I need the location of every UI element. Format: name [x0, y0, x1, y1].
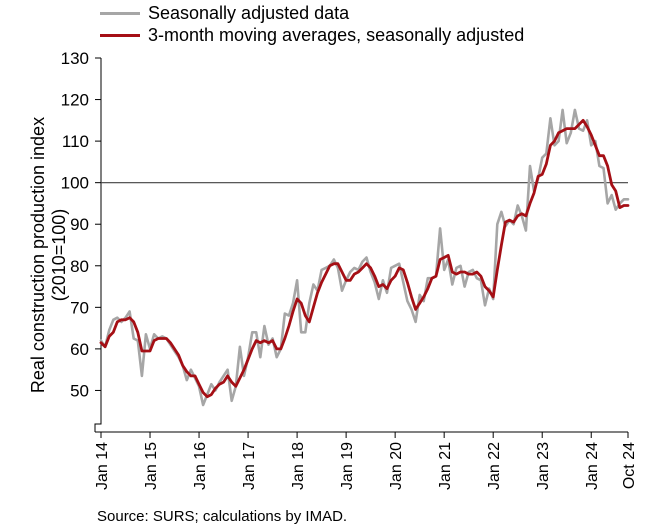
x-tick-label: Jan 16	[192, 442, 209, 490]
x-tick-label: Jan 22	[486, 442, 503, 490]
chart-axes	[94, 57, 628, 433]
y-axis-break-mark	[94, 412, 102, 432]
legend-item-moving-average: 3-month moving averages, seasonally adju…	[100, 24, 524, 46]
x-tick-label: Jan 20	[388, 442, 405, 490]
x-tick-label: Jan 19	[339, 442, 356, 490]
x-tick-labels: Jan 14 Jan 15 Jan 16 Jan 17 Jan 18 Jan 19 Jan …	[94, 432, 638, 490]
y-tick-label: 100	[61, 174, 89, 193]
x-tick-label: Jan 14	[94, 442, 111, 490]
y-axis-label-line2: (2010=100)	[49, 208, 69, 302]
x-tick-label: Oct 24	[621, 442, 638, 489]
x-tick-label: Jan 24	[584, 442, 601, 490]
series-line-moving-average	[99, 118, 630, 399]
x-tick-label: Jan 18	[290, 442, 307, 490]
y-tick-labels: 50 60 70 80 90 100 110 120 130	[61, 49, 89, 400]
x-tick-label: Jan 17	[241, 442, 258, 490]
legend-label: 3-month moving averages, seasonally adju…	[148, 25, 525, 45]
y-tick-label: 130	[61, 49, 89, 68]
y-tick-label: 110	[62, 132, 89, 151]
source-note: Source: SURS; calculations by IMAD.	[97, 508, 348, 525]
x-tick-label: Jan 15	[143, 442, 160, 490]
series-group	[99, 108, 630, 407]
y-tick-label: 90	[70, 215, 89, 234]
y-tick-label: 50	[70, 381, 89, 400]
y-tick-label: 70	[70, 298, 89, 317]
legend-label: Seasonally adjusted data	[148, 3, 350, 23]
x-tick-label: Jan 21	[437, 442, 454, 490]
chart-legend: Seasonally adjusted data 3-month moving …	[100, 2, 524, 46]
y-tick-label: 120	[61, 91, 89, 110]
legend-swatch-red	[100, 33, 140, 37]
y-tick-label: 80	[70, 257, 89, 276]
legend-swatch-gray	[100, 11, 140, 15]
legend-item-seasonally-adjusted: Seasonally adjusted data	[100, 2, 524, 24]
y-axis-label-line1: Real construction production index	[28, 116, 48, 394]
x-tick-label: Jan 23	[535, 442, 552, 490]
y-tick-label: 60	[70, 340, 89, 359]
y-axis-label: Real construction production index (2010…	[28, 95, 70, 415]
